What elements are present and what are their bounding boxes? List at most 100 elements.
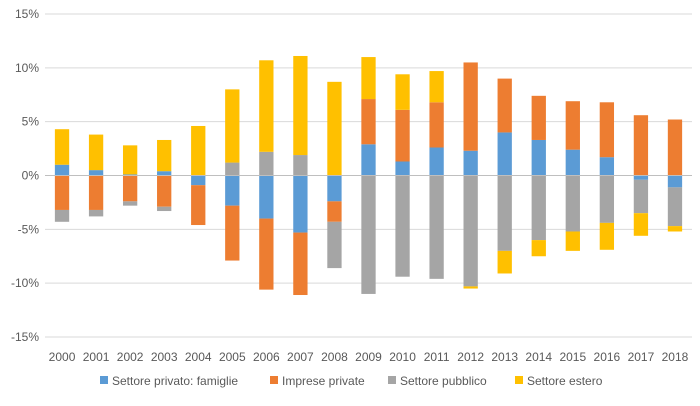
x-tick-label: 2009	[355, 350, 382, 364]
bar-2013-series-2	[497, 175, 512, 251]
bar-2018-series-2	[667, 187, 683, 227]
bar-2001-series-0	[88, 170, 104, 176]
x-tick-label: 2003	[151, 350, 178, 364]
legend-entry: Settore pubblico	[388, 374, 487, 388]
bar-2016-series-3	[599, 222, 615, 250]
x-tick-label: 2005	[219, 350, 246, 364]
x-tick-label: 2015	[559, 350, 586, 364]
bar-2017-series-1	[633, 115, 649, 176]
y-tick-label: -15%	[11, 330, 39, 344]
bar-2000-series-2	[54, 209, 70, 222]
y-tick-label: 15%	[15, 7, 39, 21]
y-tick-label: -10%	[11, 276, 39, 290]
legend-label: Settore estero	[527, 374, 603, 388]
bar-2008-series-1	[327, 201, 342, 222]
x-tick-label: 2012	[457, 350, 484, 364]
bar-2013-series-1	[497, 78, 512, 133]
bar-2016-series-2	[599, 175, 615, 223]
bar-2000-series-0	[54, 164, 70, 176]
legend-swatch	[388, 376, 396, 384]
bar-2011-series-3	[429, 71, 444, 103]
y-tick-label: -5%	[18, 222, 40, 236]
y-tick-label: 5%	[22, 115, 40, 129]
bar-2004-series-0	[191, 175, 206, 186]
legend-entry: Settore privato: famiglie	[100, 374, 238, 388]
x-tick-label: 2001	[83, 350, 110, 364]
legend-label: Imprese private	[282, 374, 365, 388]
legend-entry: Settore estero	[515, 374, 603, 388]
bar-2002-series-1	[122, 175, 138, 202]
bar-2003-series-2	[157, 206, 172, 212]
bar-2005-series-0	[225, 175, 240, 206]
bar-2005-series-1	[225, 205, 240, 261]
legend-swatch	[100, 376, 108, 384]
bar-2011-series-1	[429, 102, 444, 148]
legend: Settore privato: famiglie Imprese private…	[100, 374, 603, 388]
bar-2010-series-3	[395, 74, 410, 110]
bar-2017-series-0	[633, 175, 649, 180]
bar-2008-series-3	[327, 81, 342, 176]
x-tick-label: 2008	[321, 350, 348, 364]
bar-2006-series-3	[259, 60, 274, 152]
bar-2009-series-1	[361, 99, 376, 145]
bar-2000-series-1	[54, 175, 70, 210]
bar-2001-series-2	[88, 209, 104, 217]
bar-2011-series-2	[429, 175, 444, 279]
bar-2002-series-2	[122, 201, 138, 206]
x-tick-label: 2002	[117, 350, 144, 364]
x-tick-label: 2014	[525, 350, 552, 364]
bar-2018-series-0	[667, 175, 683, 188]
bar-2006-series-2	[259, 151, 274, 176]
bar-2001-series-1	[88, 175, 104, 210]
x-tick-label: 2018	[662, 350, 689, 364]
bar-2008-series-2	[327, 221, 342, 269]
bar-2002-series-3	[122, 145, 138, 175]
bar-2005-series-3	[225, 89, 240, 163]
bar-2012-series-3	[463, 286, 478, 289]
legend-swatch	[270, 376, 278, 384]
bar-2014-series-3	[531, 240, 546, 257]
bar-2006-series-0	[259, 175, 274, 219]
x-tick-label: 2017	[628, 350, 655, 364]
bar-2008-series-0	[327, 175, 342, 202]
bar-2000-series-3	[54, 129, 70, 165]
bar-2009-series-0	[361, 144, 376, 176]
bar-2015-series-2	[565, 175, 580, 232]
bar-2003-series-0	[157, 171, 172, 176]
bar-2006-series-1	[259, 218, 274, 290]
bar-2015-series-3	[565, 231, 580, 251]
bar-2014-series-1	[531, 95, 546, 140]
bar-2005-series-2	[225, 162, 240, 176]
bar-2007-series-3	[293, 55, 308, 156]
legend-entry: Imprese private	[270, 374, 365, 388]
bar-2007-series-0	[293, 175, 308, 233]
bar-2014-series-2	[531, 175, 546, 241]
bar-2017-series-2	[633, 179, 649, 214]
bar-2012-series-2	[463, 175, 478, 287]
legend-label: Settore privato: famiglie	[112, 374, 238, 388]
bar-2007-series-2	[293, 155, 308, 176]
bar-2010-series-1	[395, 109, 410, 162]
bar-2012-series-0	[463, 150, 478, 176]
bar-2011-series-0	[429, 147, 444, 176]
bar-2004-series-3	[191, 125, 206, 176]
bar-2004-series-1	[191, 185, 206, 226]
bar-2013-series-0	[497, 132, 512, 176]
bars	[54, 55, 683, 296]
x-tick-label: 2006	[253, 350, 280, 364]
bar-2014-series-0	[531, 139, 546, 176]
bar-2016-series-0	[599, 157, 615, 176]
x-tick-label: 2013	[491, 350, 518, 364]
bar-2016-series-1	[599, 102, 615, 158]
y-tick-label: 0%	[22, 169, 40, 183]
bar-2009-series-2	[361, 175, 376, 294]
x-tick-label: 2000	[49, 350, 76, 364]
x-tick-label: 2010	[389, 350, 416, 364]
bar-2015-series-0	[565, 149, 580, 176]
bar-2010-series-2	[395, 175, 410, 277]
bar-2002-series-0	[122, 174, 138, 176]
axes: 15% 10% 5% 0% -5% -10% -15% 2000 2001 2002 2003 200…	[11, 7, 692, 364]
x-tick-label: 2007	[287, 350, 314, 364]
